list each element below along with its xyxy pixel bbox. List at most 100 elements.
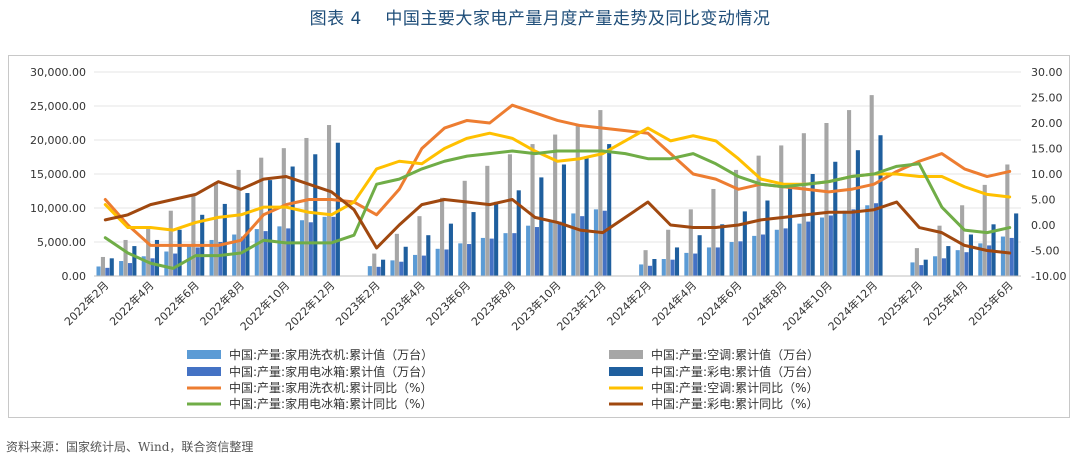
bar — [774, 229, 779, 276]
legend-label: 中国:产量:家用电冰箱:累计值（万台） — [229, 364, 433, 379]
bar — [557, 221, 562, 276]
bar — [1005, 164, 1010, 276]
bar — [281, 148, 286, 276]
bar — [286, 228, 291, 276]
x-tick-label: 2022年4月 — [106, 278, 156, 328]
bar — [647, 265, 653, 276]
bar — [331, 216, 336, 276]
bar — [471, 212, 476, 276]
bar — [580, 216, 585, 276]
bar — [512, 233, 517, 276]
legend-label: 中国:产量:空调:累计值（万台） — [651, 347, 819, 362]
lines — [103, 103, 1012, 270]
x-tick-label: 2022年8月 — [197, 278, 247, 328]
y-tick-label: 15,000.00 — [30, 168, 86, 181]
bar — [652, 259, 657, 276]
bar — [874, 203, 879, 276]
bar — [485, 165, 490, 276]
bar — [593, 209, 599, 276]
bar — [240, 236, 246, 276]
bar — [738, 241, 743, 276]
series-line — [103, 175, 1012, 255]
bar — [489, 238, 494, 276]
bar — [855, 150, 860, 276]
bar — [381, 259, 386, 276]
bar — [715, 247, 720, 276]
bar — [806, 221, 811, 276]
bar — [742, 211, 747, 276]
legend-swatch — [187, 367, 221, 376]
bar — [191, 194, 196, 276]
bar — [399, 261, 404, 276]
bar — [448, 223, 453, 276]
y2-tick-label: 15.00 — [1031, 143, 1063, 156]
series-line — [103, 149, 1012, 270]
x-tick-label: 2023年2月 — [333, 278, 383, 328]
bar — [372, 253, 377, 276]
bar — [828, 215, 833, 276]
bar — [146, 226, 151, 276]
x-tick-label: 2025年2月 — [875, 278, 925, 328]
bar — [706, 247, 712, 276]
bar — [914, 248, 919, 276]
legend-swatch — [609, 367, 643, 376]
bar — [534, 227, 539, 276]
bar — [335, 142, 340, 276]
bar — [526, 225, 531, 276]
y2-tick-label: -10.00 — [1031, 270, 1066, 283]
bar — [127, 263, 133, 276]
bar — [955, 250, 960, 276]
bar — [1009, 237, 1014, 276]
source-note: 资料来源：国家统计局、Wind，联合资信整理 — [6, 440, 254, 454]
bar — [100, 256, 106, 276]
bar — [390, 260, 395, 276]
bar — [684, 252, 689, 276]
bar — [154, 239, 160, 276]
bar — [964, 252, 969, 276]
x-tick-label: 2022年6月 — [152, 278, 202, 328]
bar — [1000, 236, 1005, 276]
y-axis-right: -10.00 -5.00 0.00 5.00 10.00 15.00 20.00 25.00 3… — [1031, 66, 1066, 283]
bar — [968, 234, 973, 276]
bar — [783, 228, 788, 276]
bar — [236, 169, 241, 276]
bar — [607, 144, 612, 276]
bar — [105, 267, 110, 276]
x-axis: 2022年2月2022年4月2022年6月2022年8月2022年10月2022… — [61, 275, 1021, 333]
bar — [299, 220, 305, 276]
bar — [263, 231, 268, 276]
bar — [553, 134, 558, 276]
bar — [376, 266, 381, 276]
bar — [458, 243, 463, 276]
bar — [810, 174, 815, 276]
bar — [417, 216, 422, 276]
bar — [661, 259, 666, 276]
bar — [919, 265, 924, 276]
bar — [503, 233, 508, 276]
y2-tick-label: 25.00 — [1031, 92, 1063, 105]
x-tick-label: 2024年6月 — [694, 278, 744, 328]
y-tick-label: 25,000.00 — [30, 100, 86, 113]
legend-label: 中国:产量:空调:累计同比（%） — [651, 380, 819, 395]
legend: 中国:产量:家用洗衣机:累计值（万台） 中国:产量:空调:累计值（万台） 中国:产量… — [187, 347, 819, 411]
legend-label: 中国:产量:彩电:累计同比（%） — [651, 396, 819, 411]
bar — [403, 246, 408, 276]
bar — [109, 258, 114, 276]
bar — [598, 110, 603, 276]
bar — [933, 256, 938, 276]
bar — [119, 261, 124, 276]
bar — [865, 205, 870, 276]
bar — [639, 264, 644, 276]
y-tick-label: 0.00 — [62, 270, 87, 283]
bar — [195, 247, 200, 276]
bar — [842, 210, 847, 276]
bar — [878, 135, 883, 276]
bar — [820, 217, 825, 276]
bar — [168, 210, 173, 276]
bar — [150, 258, 155, 276]
bar — [688, 209, 693, 276]
bar — [987, 245, 992, 276]
bar — [1014, 213, 1019, 276]
series-line — [103, 103, 1012, 247]
y2-tick-label: 10.00 — [1031, 168, 1063, 181]
